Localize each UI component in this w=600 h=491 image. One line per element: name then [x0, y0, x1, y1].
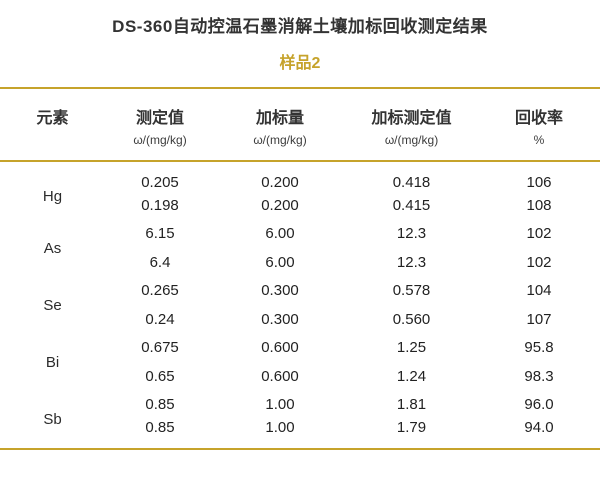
table-row: 0.85 1.00 1.79 94.0 [0, 419, 600, 449]
cell-measured: 0.675 [141, 339, 179, 357]
cell-recovery: 102 [526, 253, 552, 271]
cell-measured: 6.15 [145, 225, 175, 243]
cell-measured: 0.24 [145, 310, 175, 328]
column-label: 测定值 [135, 110, 184, 127]
table-row: Sb 0.85 1.00 1.81 96.0 [0, 391, 600, 428]
element-name: Bi [45, 353, 60, 371]
cell-recovery: 94.0 [524, 419, 554, 436]
table-row: Se 0.265 0.300 0.578 104 [0, 277, 600, 313]
header-row: 元素 测定值 ω/(mg/kg) 加标量 ω/(mg/kg) 加标测定值 ω/(mg/kg)… [0, 88, 600, 161]
cell-spiked_measured: 12.3 [396, 225, 427, 243]
column-unit: ω/(mg/kg) [253, 133, 307, 147]
cell-spiked: 6.00 [265, 253, 295, 271]
cell-recovery: 98.3 [524, 367, 554, 385]
element-name: Se [43, 296, 62, 314]
table-body: Hg 0.205 0.200 0.418 106 0.198 0.200 0.415 108 As… [0, 161, 600, 449]
cell-spiked_measured: 0.578 [392, 282, 431, 300]
cell-recovery: 96.0 [524, 396, 554, 414]
cell-recovery: 102 [526, 225, 552, 243]
cell-measured: 0.85 [145, 419, 175, 436]
element-name: Hg [42, 188, 63, 206]
column-label: 回收率 [514, 110, 563, 127]
element-name: Sb [43, 410, 62, 428]
cell-spiked_measured: 0.415 [392, 196, 431, 214]
sample-subtitle: 样品2 [279, 55, 321, 72]
cell-measured: 6.4 [149, 253, 171, 271]
table-row: Bi 0.675 0.600 1.25 95.8 [0, 334, 600, 370]
cell-recovery: 106 [526, 174, 552, 191]
cell-spiked_measured: 1.79 [396, 419, 427, 436]
cell-spiked_measured: 1.81 [396, 396, 427, 414]
cell-measured: 0.205 [141, 174, 179, 191]
cell-recovery: 104 [526, 282, 552, 300]
column-label: 加标测定值 [371, 110, 452, 127]
cell-recovery: 107 [526, 310, 552, 328]
table-row: 0.24 0.300 0.560 107 [0, 305, 600, 334]
table-row: 6.4 6.00 12.3 102 [0, 248, 600, 277]
column-unit: % [533, 133, 545, 147]
results-table: 元素 测定值 ω/(mg/kg) 加标量 ω/(mg/kg) 加标测定值 ω/(mg/kg)… [0, 87, 600, 450]
table-row: Hg 0.205 0.200 0.418 106 [0, 161, 600, 205]
column-header-2: 加标量 ω/(mg/kg) [215, 88, 345, 161]
cell-measured: 0.198 [141, 196, 179, 214]
cell-measured: 0.65 [145, 367, 175, 385]
cell-spiked: 1.00 [265, 419, 295, 436]
cell-recovery: 108 [526, 196, 552, 214]
cell-spiked: 0.600 [261, 339, 299, 357]
cell-measured: 0.85 [145, 396, 175, 414]
column-header-4: 回收率% [478, 88, 600, 161]
cell-spiked: 0.300 [261, 310, 299, 328]
element-name: As [43, 239, 62, 257]
table-row: 0.198 0.200 0.415 108 [0, 191, 600, 220]
page-title: DS-360自动控温石墨消解土壤加标回收测定结果 [112, 17, 488, 36]
column-header-1: 测定值 ω/(mg/kg) [105, 88, 215, 161]
cell-recovery: 95.8 [524, 339, 554, 357]
table-row: 0.65 0.600 1.24 98.3 [0, 362, 600, 391]
column-unit [0, 133, 105, 147]
cell-spiked: 0.600 [261, 367, 299, 385]
cell-spiked_measured: 1.25 [396, 339, 427, 357]
column-unit: ω/(mg/kg) [384, 133, 439, 147]
column-header-0: 元素 [0, 88, 105, 161]
cell-spiked: 1.00 [265, 396, 295, 414]
column-label: 元素 [36, 110, 69, 127]
column-label: 加标量 [255, 110, 304, 127]
table-row: As 6.15 6.00 12.3 102 [0, 220, 600, 256]
cell-spiked_measured: 12.3 [396, 253, 427, 271]
column-header-3: 加标测定值 ω/(mg/kg) [345, 88, 478, 161]
cell-spiked: 0.200 [261, 174, 299, 191]
cell-measured: 0.265 [141, 282, 179, 300]
cell-spiked: 0.200 [261, 196, 299, 214]
cell-spiked_measured: 1.24 [396, 367, 427, 385]
cell-spiked_measured: 0.560 [392, 310, 431, 328]
cell-spiked_measured: 0.418 [392, 174, 431, 191]
table-header: 元素 测定值 ω/(mg/kg) 加标量 ω/(mg/kg) 加标测定值 ω/(mg/kg)… [0, 88, 600, 161]
column-unit: ω/(mg/kg) [133, 133, 187, 147]
cell-spiked: 0.300 [261, 282, 299, 300]
cell-spiked: 6.00 [265, 225, 295, 243]
